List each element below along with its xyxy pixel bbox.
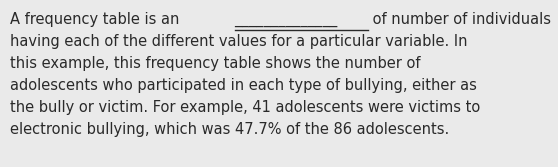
Text: ______________: ______________ bbox=[234, 12, 338, 27]
Text: the bully or victim. For example, 41 adolescents were victims to: the bully or victim. For example, 41 ado… bbox=[10, 100, 480, 115]
Text: of number of individuals: of number of individuals bbox=[368, 12, 551, 27]
Text: this example, this frequency table shows the number of: this example, this frequency table shows… bbox=[10, 56, 421, 71]
Text: adolescents who participated in each type of bullying, either as: adolescents who participated in each typ… bbox=[10, 78, 477, 93]
Text: having each of the different values for a particular variable. In: having each of the different values for … bbox=[10, 34, 468, 49]
Text: electronic bullying, which was 47.7% of the 86 adolescents.: electronic bullying, which was 47.7% of … bbox=[10, 122, 449, 137]
Text: A frequency table is an: A frequency table is an bbox=[10, 12, 184, 27]
